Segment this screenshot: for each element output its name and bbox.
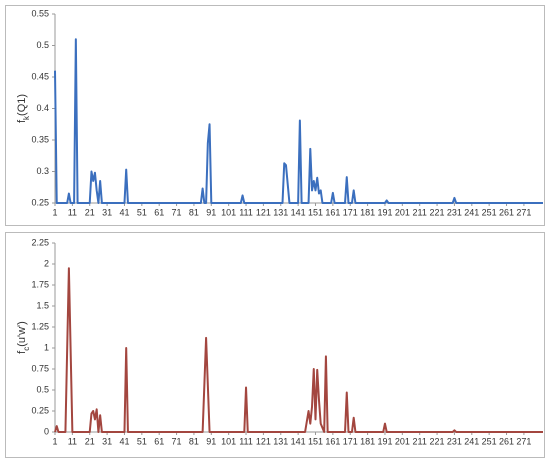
y-axis-label-part: (Q1) [16,94,28,116]
x-tick-label: 21 [85,207,95,217]
y-tick-label: 0.25 [31,405,49,415]
x-tick-label: 121 [256,436,271,446]
y-tick-label: 0.5 [36,384,49,394]
x-tick-label: 51 [137,436,147,446]
x-tick-label: 271 [516,207,531,217]
x-tick-label: 211 [413,436,427,446]
x-tick-label: 221 [430,207,445,217]
x-tick-label: 151 [308,207,323,217]
x-tick-label: 131 [273,207,288,217]
y-tick-label: 0.4 [36,103,49,113]
x-tick-label: 101 [221,436,236,446]
y-tick-label: 1.25 [31,321,49,331]
y-tick-label: 2.25 [31,237,49,247]
y-axis-label-part: f [16,350,28,354]
x-tick-label: 1 [52,436,57,446]
x-tick-label: 41 [119,436,129,446]
x-tick-label: 171 [343,207,358,217]
x-tick-label: 61 [154,207,164,217]
x-tick-label: 51 [137,207,147,217]
y-tick-label: 2 [44,258,49,268]
y-tick-label: 1 [44,342,49,352]
y-tick-label: 1.75 [31,279,49,289]
x-tick-label: 221 [430,436,445,446]
y-tick-label: 0.5 [36,40,49,50]
y-tick-label: 1.5 [36,300,49,310]
y-axis-label: fk(Q1) [16,94,31,123]
x-tick-label: 161 [325,436,340,446]
x-tick-label: 11 [68,207,77,217]
x-tick-label: 71 [172,436,182,446]
y-axis-label-part: (u'w') [16,321,28,347]
x-tick-label: 191 [377,207,392,217]
y-tick-label: 0.3 [36,166,49,176]
y-tick-label: 0.75 [31,363,49,373]
x-tick-label: 201 [395,207,410,217]
x-tick-label: 121 [256,207,271,217]
x-tick-label: 141 [291,207,306,217]
x-tick-label: 91 [206,207,216,217]
x-tick-label: 21 [85,436,95,446]
x-tick-label: 61 [154,436,164,446]
x-tick-label: 111 [239,207,253,217]
x-tick-label: 181 [360,207,375,217]
y-tick-label: 0 [44,426,49,436]
x-tick-label: 161 [325,207,340,217]
x-tick-label: 71 [172,207,182,217]
x-tick-label: 231 [447,207,462,217]
y-axis-label-part: c [22,347,31,351]
x-tick-label: 251 [482,207,497,217]
x-tick-label: 111 [239,436,253,446]
x-tick-label: 261 [499,436,514,446]
x-tick-label: 11 [68,436,77,446]
x-tick-label: 241 [464,207,479,217]
x-tick-label: 201 [395,436,410,446]
x-tick-label: 251 [482,436,497,446]
x-tick-label: 171 [343,436,358,446]
data-line [54,267,543,433]
y-tick-label: 0.25 [31,197,49,207]
x-tick-label: 261 [499,207,514,217]
x-tick-label: 271 [516,436,531,446]
x-tick-label: 131 [273,436,288,446]
x-tick-label: 31 [102,436,112,446]
x-tick-label: 181 [360,436,375,446]
x-tick-label: 1 [52,207,57,217]
y-axis-label-part: f [16,119,28,123]
x-tick-label: 101 [221,207,236,217]
x-tick-label: 141 [291,436,306,446]
x-tick-label: 31 [102,207,112,217]
y-tick-label: 0.45 [31,71,49,81]
x-tick-label: 81 [189,207,199,217]
data-line [54,38,543,204]
y-axis-label-part: k [22,115,31,120]
panel [5,232,545,458]
x-tick-label: 81 [189,436,199,446]
y-axis-label: fc(u'w') [16,321,31,354]
x-tick-label: 91 [206,436,216,446]
x-tick-label: 191 [377,436,392,446]
x-tick-label: 241 [464,436,479,446]
y-tick-label: 0.35 [31,134,49,144]
x-tick-label: 231 [447,436,462,446]
x-tick-label: 41 [119,207,129,217]
x-tick-label: 211 [413,207,427,217]
panel [5,5,545,226]
x-tick-label: 151 [308,436,323,446]
y-tick-label: 0.55 [31,8,49,18]
